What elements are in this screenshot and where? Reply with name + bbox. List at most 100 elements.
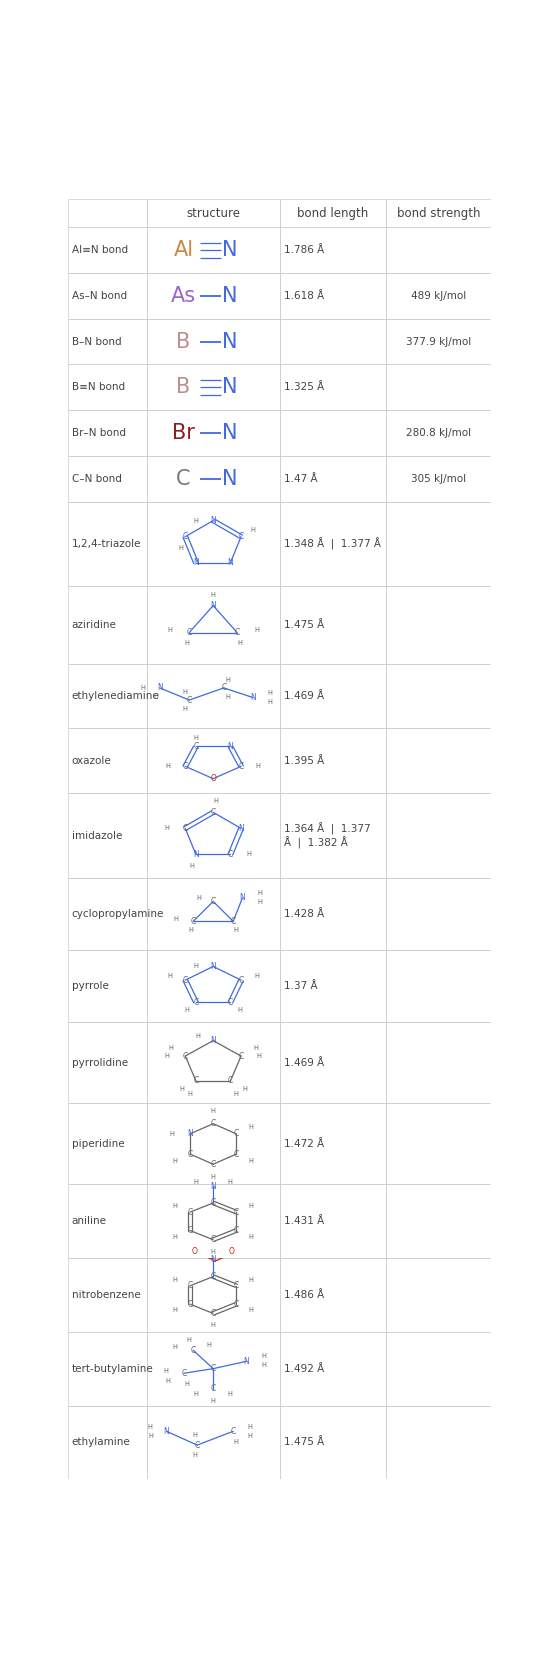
Text: aziridine: aziridine [72, 620, 116, 630]
Text: 1.428 Å: 1.428 Å [284, 909, 324, 919]
Bar [385, 587, 491, 663]
Bar [385, 455, 491, 502]
Bar [68, 951, 146, 1022]
Bar [146, 1406, 280, 1479]
Bar [68, 1258, 146, 1331]
Text: cyclopropylamine: cyclopropylamine [72, 909, 164, 919]
Bar [146, 1331, 280, 1406]
Text: As: As [171, 286, 196, 306]
Bar [146, 273, 280, 319]
Text: 1.486 Å: 1.486 Å [284, 1290, 324, 1300]
Text: pyrrolidine: pyrrolidine [72, 1059, 128, 1069]
Bar [280, 502, 385, 587]
Text: N: N [222, 424, 238, 444]
Bar [385, 364, 491, 411]
Bar [146, 1022, 280, 1104]
Text: N: N [222, 332, 238, 352]
Bar [280, 793, 385, 878]
Bar [68, 1185, 146, 1258]
Text: 1.472 Å: 1.472 Å [284, 1138, 324, 1148]
Text: Al≡N bond: Al≡N bond [72, 246, 128, 256]
Bar [385, 411, 491, 455]
Bar [385, 273, 491, 319]
Bar [280, 411, 385, 455]
Bar [280, 1104, 385, 1185]
Bar [146, 878, 280, 951]
Bar [68, 1331, 146, 1406]
Bar [280, 1185, 385, 1258]
Text: aniline: aniline [72, 1217, 106, 1227]
Bar [385, 793, 491, 878]
Text: 1,2,4-triazole: 1,2,4-triazole [72, 538, 141, 548]
Bar [146, 1104, 280, 1185]
Text: 305 kJ/mol: 305 kJ/mol [411, 474, 466, 484]
Bar [68, 728, 146, 793]
Bar [146, 364, 280, 411]
Bar [146, 455, 280, 502]
Text: bond length: bond length [297, 208, 369, 219]
Bar [68, 455, 146, 502]
Bar [146, 793, 280, 878]
Bar [385, 199, 491, 228]
Text: imidazole: imidazole [72, 831, 122, 841]
Text: oxazole: oxazole [72, 756, 111, 766]
Text: structure: structure [186, 208, 240, 219]
Text: Al: Al [174, 241, 194, 261]
Bar [385, 663, 491, 728]
Bar [146, 728, 280, 793]
Bar [280, 878, 385, 951]
Bar [146, 951, 280, 1022]
Text: 280.8 kJ/mol: 280.8 kJ/mol [406, 429, 471, 439]
Bar [385, 878, 491, 951]
Bar [280, 273, 385, 319]
Text: 1.364 Å  |  1.377
Å  |  1.382 Å: 1.364 Å | 1.377 Å | 1.382 Å [284, 823, 371, 849]
Bar [68, 273, 146, 319]
Text: nitrobenzene: nitrobenzene [72, 1290, 140, 1300]
Text: 1.475 Å: 1.475 Å [284, 620, 324, 630]
Bar [385, 951, 491, 1022]
Bar [385, 1331, 491, 1406]
Bar [280, 455, 385, 502]
Text: bond strength: bond strength [397, 208, 480, 219]
Text: Br–N bond: Br–N bond [72, 429, 126, 439]
Bar [68, 663, 146, 728]
Bar [68, 364, 146, 411]
Bar [280, 951, 385, 1022]
Text: ethylamine: ethylamine [72, 1438, 130, 1448]
Text: As–N bond: As–N bond [72, 291, 127, 301]
Bar [68, 1104, 146, 1185]
Text: 1.37 Å: 1.37 Å [284, 981, 318, 991]
Text: 1.325 Å: 1.325 Å [284, 382, 324, 392]
Bar [280, 364, 385, 411]
Text: N: N [222, 286, 238, 306]
Bar [68, 1022, 146, 1104]
Bar [146, 319, 280, 364]
Text: 489 kJ/mol: 489 kJ/mol [411, 291, 466, 301]
Bar [68, 199, 146, 228]
Text: ethylenediamine: ethylenediamine [72, 691, 159, 701]
Text: pyrrole: pyrrole [72, 981, 109, 991]
Bar [146, 1258, 280, 1331]
Bar [280, 728, 385, 793]
Text: 1.348 Å  |  1.377 Å: 1.348 Å | 1.377 Å [284, 538, 381, 550]
Bar [280, 663, 385, 728]
Text: 1.395 Å: 1.395 Å [284, 756, 324, 766]
Text: B–N bond: B–N bond [72, 337, 121, 347]
Text: C: C [176, 469, 191, 489]
Bar [280, 587, 385, 663]
Text: N: N [222, 469, 238, 489]
Bar [68, 319, 146, 364]
Bar [385, 1022, 491, 1104]
Bar [146, 411, 280, 455]
Bar [280, 1258, 385, 1331]
Bar [280, 1022, 385, 1104]
Text: 1.469 Å: 1.469 Å [284, 1059, 324, 1069]
Text: N: N [222, 377, 238, 397]
Bar [385, 1104, 491, 1185]
Bar [385, 228, 491, 273]
Bar [385, 1406, 491, 1479]
Bar [68, 228, 146, 273]
Bar [280, 228, 385, 273]
Bar [68, 587, 146, 663]
Bar [385, 1258, 491, 1331]
